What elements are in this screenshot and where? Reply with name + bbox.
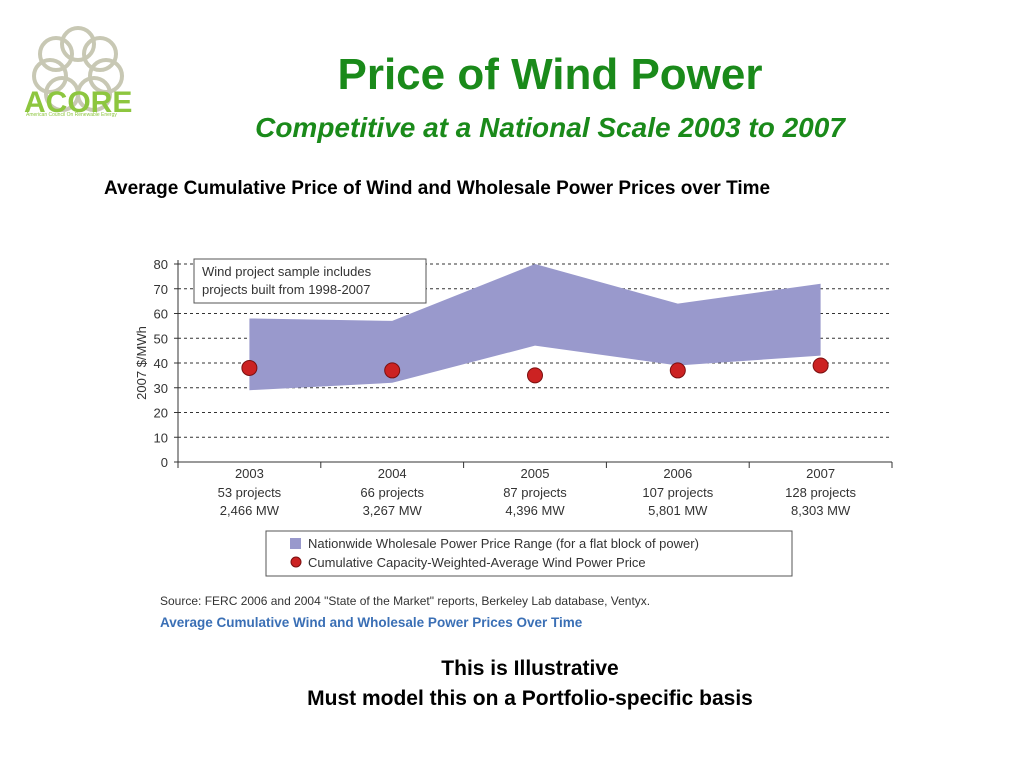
x-capacity-mw: 3,267 MW	[363, 503, 423, 518]
page-title: Price of Wind Power	[337, 50, 763, 99]
y-tick-label: 0	[161, 455, 168, 470]
legend-label-range: Nationwide Wholesale Power Price Range (…	[308, 536, 699, 551]
x-project-count: 66 projects	[360, 485, 424, 500]
footer-line-1: This is Illustrative	[441, 657, 619, 680]
wind-price-point	[384, 362, 401, 379]
x-tick-label: 2005	[521, 466, 550, 481]
x-capacity-mw: 8,303 MW	[791, 503, 851, 518]
chart-source: Source: FERC 2006 and 2004 "State of the…	[160, 594, 651, 608]
y-tick-label: 80	[154, 257, 168, 272]
y-tick-label: 70	[154, 282, 168, 297]
y-tick-label: 60	[154, 307, 168, 322]
y-tick-label: 20	[154, 406, 168, 421]
chart-heading: Average Cumulative Price of Wind and Who…	[104, 178, 771, 199]
annotation-box	[193, 258, 427, 304]
x-tick-label: 2006	[663, 466, 692, 481]
y-axis-label: 2007 $/MWh	[134, 326, 149, 400]
logo-subtitle: American Council On Renewable Energy	[26, 112, 117, 118]
x-project-count: 128 projects	[785, 485, 856, 500]
footer-line-2: Must model this on a Portfolio-specific …	[307, 687, 753, 710]
page-subtitle: Competitive at a National Scale 2003 to …	[255, 112, 845, 143]
wind-price-point	[669, 362, 686, 379]
x-tick-label: 2004	[378, 466, 407, 481]
x-project-count: 107 projects	[642, 485, 713, 500]
x-capacity-mw: 5,801 MW	[648, 503, 708, 518]
x-tick-label: 2007	[806, 466, 835, 481]
legend-label-wind: Cumulative Capacity-Weighted-Average Win…	[308, 555, 646, 570]
annotation-text-line-1: Wind project sample includes	[202, 264, 372, 279]
x-tick-label: 2003	[235, 466, 264, 481]
x-project-count: 53 projects	[218, 485, 282, 500]
y-tick-label: 30	[154, 381, 168, 396]
legend-swatch-wind	[290, 556, 302, 568]
y-tick-label: 50	[154, 331, 168, 346]
wind-price-point	[241, 359, 258, 376]
legend-box	[265, 530, 793, 577]
y-tick-label: 40	[154, 356, 168, 371]
legend-swatch-range	[290, 538, 301, 549]
logo-text: ACORE	[24, 86, 133, 119]
chart-caption: Average Cumulative Wind and Wholesale Po…	[160, 615, 583, 630]
acore-logo	[32, 26, 124, 112]
wind-price-point	[812, 357, 829, 374]
x-capacity-mw: 2,466 MW	[220, 503, 280, 518]
x-capacity-mw: 4,396 MW	[505, 503, 565, 518]
x-project-count: 87 projects	[503, 485, 567, 500]
wind-price-point	[527, 367, 543, 384]
annotation-text-line-2: projects built from 1998-2007	[202, 282, 370, 297]
y-tick-label: 10	[154, 430, 168, 445]
price-range-area	[249, 264, 821, 391]
